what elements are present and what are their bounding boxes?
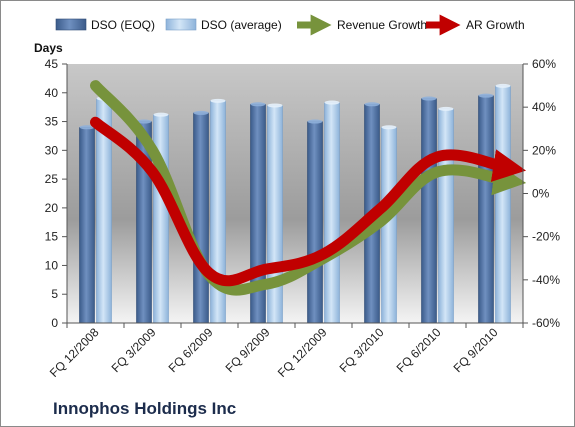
bar-dso-eoq-2 <box>193 112 209 324</box>
y2-tick-label: 40% <box>532 100 556 114</box>
y2-tick-label: 60% <box>532 57 556 71</box>
y-tick-label: 35 <box>45 115 59 129</box>
bar-cap-1-1 <box>153 112 169 117</box>
bar-cap-1-6 <box>438 106 454 111</box>
bar-cap-1-3 <box>267 103 283 108</box>
y-tick-label: 5 <box>51 287 58 301</box>
bar-dso-eoq-0 <box>79 127 95 324</box>
legend-label-3: AR Growth <box>466 18 525 32</box>
bar-dso-average-7 <box>495 85 511 324</box>
y-tick-label: 15 <box>45 230 59 244</box>
legend: DSO (EOQ) DSO (average) Revenue Growth AR G… <box>55 14 525 36</box>
x-tick-label: FQ 12/2009 <box>275 325 330 380</box>
x-tick-label: FQ 6/2009 <box>166 325 216 375</box>
bar-cap-1-4 <box>324 100 340 105</box>
y2-tick-label: -20% <box>532 230 560 244</box>
y-tick-label: 20 <box>45 201 59 215</box>
bar-cap-1-7 <box>495 83 511 88</box>
bar-dso-eoq-6 <box>421 98 437 324</box>
bar-dso-eoq-4 <box>307 121 323 324</box>
bar-cap-0-5 <box>364 102 380 107</box>
x-tick-label: FQ 12/2008 <box>47 325 102 380</box>
y-axis-title: Days <box>34 41 63 55</box>
y-tick-label: 40 <box>45 86 59 100</box>
x-tick-label: FQ 9/2010 <box>451 325 501 375</box>
x-tick-label: FQ 6/2010 <box>394 325 444 375</box>
plot-area <box>67 64 523 323</box>
bar-cap-0-4 <box>307 119 323 124</box>
line-ar-growth <box>90 116 527 287</box>
legend-label-1: DSO (average) <box>201 18 282 32</box>
bar-cap-0-6 <box>421 96 437 101</box>
y-tick-label: 45 <box>45 57 59 71</box>
x-tick-label: FQ 9/2009 <box>223 325 273 375</box>
legend-swatch-1 <box>165 18 197 31</box>
bar-dso-average-6 <box>438 108 454 324</box>
y2-tick-label: -40% <box>532 273 560 287</box>
x-tick-label: FQ 3/2009 <box>109 325 159 375</box>
x-tick-label: FQ 3/2010 <box>337 325 387 375</box>
bar-dso-eoq-7 <box>478 95 494 324</box>
bar-cap-0-3 <box>250 102 266 107</box>
bar-cap-0-7 <box>478 93 494 98</box>
y-tick-label: 30 <box>45 143 59 157</box>
bar-dso-average-4 <box>324 102 340 324</box>
bar-cap-0-1 <box>136 119 152 124</box>
bar-cap-1-5 <box>381 125 397 130</box>
y-tick-label: 0 <box>51 316 58 330</box>
legend-swatch-0 <box>55 18 87 31</box>
company-name: Innophos Holdings Inc <box>53 399 237 418</box>
bar-cap-1-2 <box>210 98 226 103</box>
bar-cap-0-2 <box>193 110 209 115</box>
legend-label-2: Revenue Growth <box>337 18 427 32</box>
legend-label-0: DSO (EOQ) <box>91 18 155 32</box>
bar-dso-average-3 <box>267 105 283 324</box>
bar-cap-0-0 <box>79 125 95 130</box>
lines <box>90 80 527 296</box>
y2-tick-label: 20% <box>532 143 556 157</box>
y-tick-label: 10 <box>45 258 59 272</box>
y-tick-label: 25 <box>45 172 59 186</box>
y2-tick-label: 0% <box>532 187 550 201</box>
line-revenue-growth <box>90 80 527 296</box>
y2-tick-label: -60% <box>532 316 560 330</box>
